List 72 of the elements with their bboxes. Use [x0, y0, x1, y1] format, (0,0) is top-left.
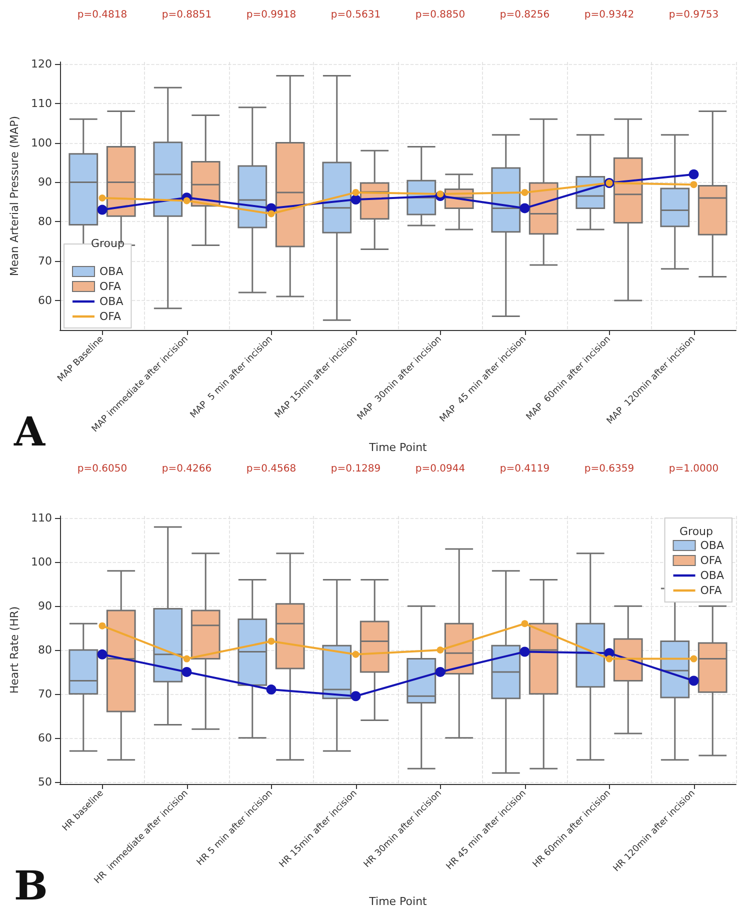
text: B: [14, 862, 48, 910]
point: [98, 194, 106, 202]
x-axis-title: Time Point: [368, 895, 428, 908]
point: [350, 194, 361, 205]
point: [690, 181, 698, 188]
point: [435, 666, 446, 677]
y-tick-label: 50: [38, 775, 52, 788]
legend-label: OFA: [100, 310, 122, 323]
text: p=0.8851: [162, 10, 212, 20]
text: p=0.6359: [584, 464, 634, 474]
point: [688, 676, 699, 686]
point: [266, 684, 276, 695]
legend-label: OBA: [100, 295, 124, 308]
text: p=0.4818: [77, 10, 128, 20]
y-axis-title: Heart Rate (HR): [8, 606, 22, 694]
point: [520, 646, 530, 657]
point: [521, 620, 528, 628]
legend-label: OBA: [700, 539, 724, 552]
y-tick-label: 60: [38, 294, 52, 307]
text: A: [13, 408, 46, 456]
text: p=0.0944: [415, 464, 466, 474]
y-tick-label: 90: [38, 176, 52, 189]
text: p=0.5631: [330, 10, 381, 20]
y-tick-label: 110: [31, 512, 52, 525]
y-tick-label: 70: [38, 687, 52, 700]
y-tick-label: 100: [31, 136, 52, 150]
legend-label: OBA: [700, 569, 724, 582]
text: p=0.4266: [162, 464, 212, 474]
text: p=1.0000: [668, 464, 719, 474]
text: p=0.8850: [415, 10, 466, 20]
point: [606, 655, 613, 662]
point: [688, 169, 699, 180]
text: p=0.6050: [77, 464, 128, 474]
point: [352, 188, 360, 196]
legend-label: OBA: [100, 265, 124, 278]
legend-label: OFA: [700, 554, 722, 567]
y-tick-label: 90: [38, 600, 52, 613]
point: [690, 655, 698, 662]
point: [268, 210, 275, 218]
y-tick-label: 80: [38, 215, 52, 228]
text: p=0.4568: [246, 464, 296, 474]
y-tick-label: 100: [31, 556, 52, 569]
y-tick-label: 120: [31, 57, 52, 70]
point: [350, 691, 361, 702]
legend-label: OFA: [100, 280, 122, 293]
y-tick-label: 80: [38, 644, 52, 656]
x-axis-title: Time Point: [368, 441, 428, 454]
y-tick-label: 60: [38, 731, 52, 744]
point: [352, 650, 360, 658]
point: [520, 203, 530, 214]
point: [183, 197, 190, 204]
point: [268, 638, 275, 645]
y-tick-label: 70: [38, 254, 52, 268]
legend-label: OFA: [700, 584, 722, 597]
point: [97, 649, 108, 660]
text: p=0.9342: [584, 10, 634, 20]
point: [436, 646, 444, 654]
point: [521, 188, 528, 196]
text: p=0.8256: [500, 10, 550, 20]
point: [182, 666, 192, 677]
text: p=0.4119: [500, 464, 550, 474]
point: [98, 622, 106, 630]
text: p=0.9753: [668, 10, 719, 20]
point: [183, 655, 190, 662]
point: [97, 204, 108, 215]
y-axis-title: Mean Arterial Pressure (MAP): [8, 116, 22, 276]
text: p=0.1289: [330, 464, 381, 474]
text: p=0.9918: [246, 10, 296, 20]
legend-title: Group: [680, 525, 714, 538]
y-tick-label: 110: [31, 96, 52, 110]
point: [436, 190, 444, 198]
legend-title: Group: [91, 237, 125, 250]
